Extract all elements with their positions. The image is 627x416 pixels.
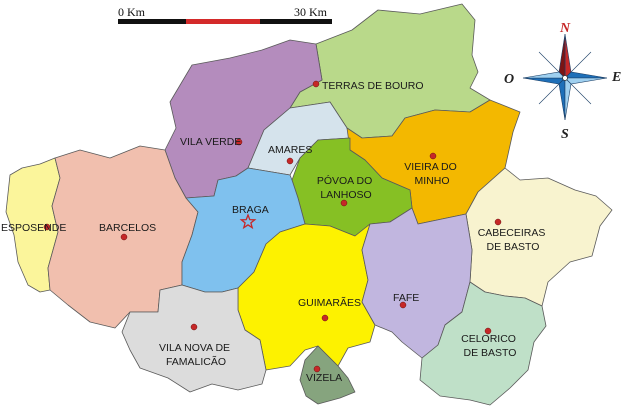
region-vizela[interactable] (299, 345, 356, 405)
dot-icon (340, 199, 348, 207)
dot-icon (235, 138, 243, 146)
region-vila-nova-de-famalicao[interactable] (121, 284, 267, 393)
seat-markers (43, 80, 502, 373)
label-povoa-do-lanhoso: PÓVOA DO LANHOSO (317, 174, 375, 201)
label-celorico-de-basto: CELORICO DE BASTO (461, 333, 519, 359)
label-cabeceiras-de-basto: CABECEIRAS DE BASTO (478, 227, 549, 253)
label-barcelos: BARCELOS (99, 222, 156, 234)
dot-icon (312, 80, 320, 88)
compass-center (562, 75, 568, 81)
compass-arm-west-2 (522, 71, 566, 79)
scale-label-start: 0 Km (118, 5, 146, 19)
compass-west-label: O (504, 72, 514, 87)
label-vizela: VIZELA (306, 372, 342, 384)
label-terras-de-bouro: TERRAS DE BOURO (322, 80, 424, 92)
compass-arm-south-2 (564, 77, 572, 121)
label-fafe: FAFE (393, 292, 419, 304)
compass-arm-west (522, 77, 566, 85)
dot-icon (286, 157, 294, 165)
scale-segment-2 (186, 19, 260, 24)
dot-icon (484, 327, 492, 335)
dot-icon (120, 233, 128, 241)
scale-bar: 0 Km 30 Km (118, 5, 332, 24)
municipality-shapes (5, 3, 613, 406)
label-vila-nova-de-famalicao: VILA NOVA DE FAMALICÃO (159, 342, 233, 368)
compass-arm-north-2 (558, 33, 566, 79)
scale-segment-3 (260, 19, 332, 24)
compass-south-label: S (561, 127, 569, 142)
dot-icon (321, 314, 329, 322)
label-guimaraes: GUIMARÃES (298, 296, 361, 309)
label-vila-verde: VILA VERDE (180, 136, 241, 148)
label-braga: BRAGA (232, 204, 269, 216)
label-vieira-do-minho: VIEIRA DO MINHO (404, 161, 459, 187)
dot-icon (190, 323, 198, 331)
compass-north-label: N (559, 21, 571, 36)
dot-icon (313, 365, 321, 373)
compass-arm-north (564, 33, 572, 79)
municipality-labels: TERRAS DE BOURO VILA VERDE AMARES VIEIRA… (1, 80, 549, 384)
star-icon (239, 213, 257, 230)
compass-arm-east (564, 71, 608, 79)
label-esposende: ESPOSENDE (1, 222, 66, 234)
label-amares: AMARES (268, 144, 312, 156)
compass-arm-south (558, 77, 566, 121)
compass-east-label: E (611, 70, 621, 85)
dot-icon (429, 152, 437, 160)
compass-rose: N S E O (504, 21, 621, 142)
dot-icon (43, 223, 51, 231)
scale-segment-1 (118, 19, 186, 24)
dot-icon (399, 301, 407, 309)
region-celorico-de-basto[interactable] (419, 281, 547, 406)
dot-icon (494, 218, 502, 226)
compass-arm-east-2 (564, 77, 608, 85)
scale-label-end: 30 Km (294, 5, 328, 19)
